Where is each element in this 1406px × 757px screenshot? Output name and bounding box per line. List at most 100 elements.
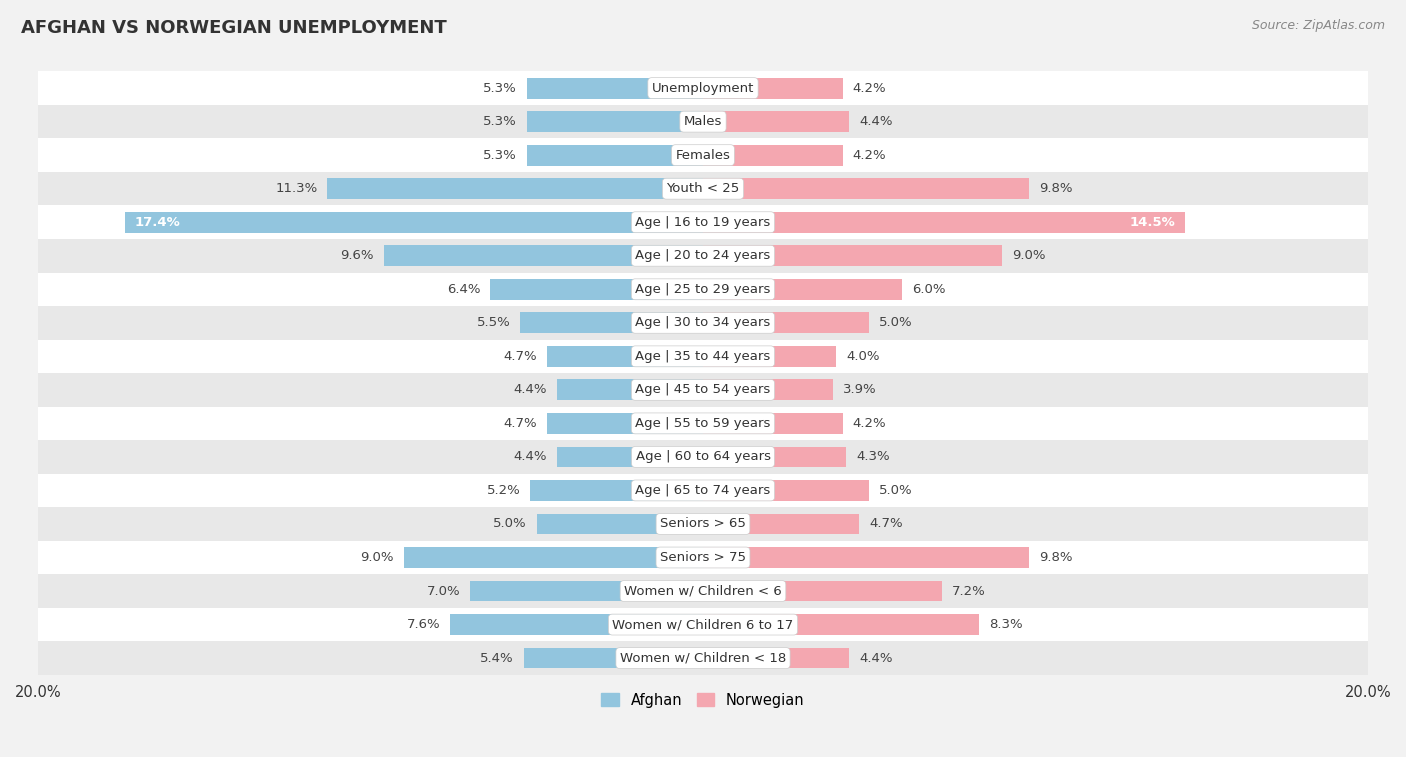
Text: Age | 35 to 44 years: Age | 35 to 44 years	[636, 350, 770, 363]
Text: Women w/ Children < 18: Women w/ Children < 18	[620, 652, 786, 665]
Bar	[38, 139, 1368, 172]
Bar	[384, 245, 703, 266]
Text: Seniors > 65: Seniors > 65	[659, 518, 747, 531]
Text: Age | 20 to 24 years: Age | 20 to 24 years	[636, 249, 770, 262]
Bar	[527, 145, 703, 166]
Bar	[520, 313, 703, 333]
Text: Youth < 25: Youth < 25	[666, 182, 740, 195]
Bar	[38, 540, 1368, 575]
Bar	[703, 78, 842, 98]
Text: 4.4%: 4.4%	[859, 652, 893, 665]
Bar	[523, 648, 703, 668]
Text: Males: Males	[683, 115, 723, 128]
Text: Females: Females	[675, 148, 731, 162]
Bar	[557, 447, 703, 467]
Text: 5.0%: 5.0%	[879, 316, 912, 329]
Text: AFGHAN VS NORWEGIAN UNEMPLOYMENT: AFGHAN VS NORWEGIAN UNEMPLOYMENT	[21, 19, 447, 37]
Bar	[703, 179, 1029, 199]
Text: 5.4%: 5.4%	[479, 652, 513, 665]
Bar	[703, 346, 837, 366]
Text: 14.5%: 14.5%	[1129, 216, 1175, 229]
Bar	[404, 547, 703, 568]
Text: 5.0%: 5.0%	[494, 518, 527, 531]
Bar	[547, 346, 703, 366]
Text: 17.4%: 17.4%	[135, 216, 180, 229]
Bar	[703, 447, 846, 467]
Bar	[703, 513, 859, 534]
Text: 7.6%: 7.6%	[406, 618, 440, 631]
Text: Age | 25 to 29 years: Age | 25 to 29 years	[636, 283, 770, 296]
Text: 9.0%: 9.0%	[360, 551, 394, 564]
Text: 5.5%: 5.5%	[477, 316, 510, 329]
Text: 5.3%: 5.3%	[484, 82, 517, 95]
Bar	[125, 212, 703, 232]
Text: 7.2%: 7.2%	[952, 584, 986, 597]
Bar	[557, 379, 703, 400]
Bar	[703, 145, 842, 166]
Bar	[703, 279, 903, 300]
Text: 6.0%: 6.0%	[912, 283, 946, 296]
Text: Women w/ Children < 6: Women w/ Children < 6	[624, 584, 782, 597]
Bar	[703, 480, 869, 501]
Bar	[38, 575, 1368, 608]
Text: 4.0%: 4.0%	[846, 350, 879, 363]
Bar	[703, 413, 842, 434]
Text: 4.2%: 4.2%	[852, 82, 886, 95]
Bar	[703, 547, 1029, 568]
Text: 4.4%: 4.4%	[859, 115, 893, 128]
Text: Unemployment: Unemployment	[652, 82, 754, 95]
Bar	[491, 279, 703, 300]
Text: 5.3%: 5.3%	[484, 148, 517, 162]
Bar	[537, 513, 703, 534]
Bar	[38, 71, 1368, 105]
Bar	[703, 111, 849, 132]
Bar	[703, 379, 832, 400]
Text: Age | 16 to 19 years: Age | 16 to 19 years	[636, 216, 770, 229]
Text: Source: ZipAtlas.com: Source: ZipAtlas.com	[1251, 19, 1385, 32]
Bar	[703, 245, 1002, 266]
Text: 4.4%: 4.4%	[513, 383, 547, 397]
Text: 5.3%: 5.3%	[484, 115, 517, 128]
Bar	[450, 614, 703, 635]
Text: 4.2%: 4.2%	[852, 148, 886, 162]
Bar	[703, 581, 942, 601]
Text: 4.7%: 4.7%	[503, 417, 537, 430]
Text: Age | 30 to 34 years: Age | 30 to 34 years	[636, 316, 770, 329]
Bar	[703, 648, 849, 668]
Text: 11.3%: 11.3%	[276, 182, 318, 195]
Text: 9.0%: 9.0%	[1012, 249, 1046, 262]
Text: 5.0%: 5.0%	[879, 484, 912, 497]
Text: 8.3%: 8.3%	[988, 618, 1022, 631]
Bar	[38, 608, 1368, 641]
Text: 9.8%: 9.8%	[1039, 551, 1073, 564]
Bar	[38, 407, 1368, 440]
Text: 6.4%: 6.4%	[447, 283, 481, 296]
Bar	[38, 440, 1368, 474]
Text: Age | 55 to 59 years: Age | 55 to 59 years	[636, 417, 770, 430]
Legend: Afghan, Norwegian: Afghan, Norwegian	[596, 687, 810, 714]
Text: 4.2%: 4.2%	[852, 417, 886, 430]
Text: 5.2%: 5.2%	[486, 484, 520, 497]
Text: Women w/ Children 6 to 17: Women w/ Children 6 to 17	[613, 618, 793, 631]
Bar	[38, 205, 1368, 239]
Text: Age | 60 to 64 years: Age | 60 to 64 years	[636, 450, 770, 463]
Bar	[38, 340, 1368, 373]
Text: Age | 65 to 74 years: Age | 65 to 74 years	[636, 484, 770, 497]
Text: 3.9%: 3.9%	[842, 383, 876, 397]
Bar	[38, 105, 1368, 139]
Bar	[38, 172, 1368, 205]
Bar	[328, 179, 703, 199]
Text: 4.7%: 4.7%	[869, 518, 903, 531]
Bar	[530, 480, 703, 501]
Bar	[38, 474, 1368, 507]
Text: Age | 45 to 54 years: Age | 45 to 54 years	[636, 383, 770, 397]
Text: 4.4%: 4.4%	[513, 450, 547, 463]
Bar	[527, 111, 703, 132]
Bar	[38, 641, 1368, 674]
Bar	[471, 581, 703, 601]
Bar	[547, 413, 703, 434]
Bar	[38, 239, 1368, 273]
Bar	[38, 373, 1368, 407]
Text: Seniors > 75: Seniors > 75	[659, 551, 747, 564]
Bar	[703, 614, 979, 635]
